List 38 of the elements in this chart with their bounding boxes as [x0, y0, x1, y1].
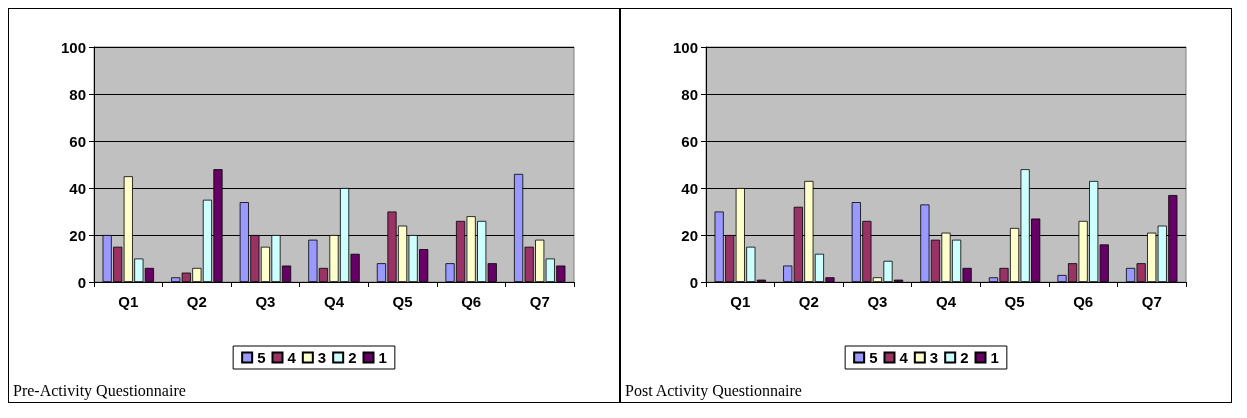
legend-label: 1 — [378, 349, 387, 366]
legend-label: 4 — [287, 349, 297, 366]
y-tick-label: 0 — [77, 273, 86, 291]
x-tick-label: Q7 — [1141, 293, 1162, 310]
y-tick-label: 40 — [69, 179, 86, 197]
y-tick-label: 80 — [681, 85, 698, 103]
legend-label: 3 — [317, 349, 327, 366]
x-tick-label: Q6 — [461, 293, 482, 310]
x-tick-label: Q4 — [935, 293, 957, 310]
y-tick-label: 20 — [69, 226, 86, 244]
legend-label: 2 — [960, 349, 969, 366]
x-tick-label: Q2 — [798, 293, 819, 310]
text: Post Activity Questionnaire — [625, 382, 802, 400]
y-tick-label: 20 — [681, 226, 698, 244]
x-tick-label: Q3 — [867, 293, 888, 310]
legend-label: 5 — [869, 349, 878, 366]
x-tick-label: Q1 — [118, 293, 139, 310]
x-tick-label: Q4 — [323, 293, 345, 310]
y-tick-label: 0 — [689, 273, 698, 291]
legend-label: 3 — [929, 349, 939, 366]
x-tick-label: Q5 — [392, 293, 413, 310]
legend-label: 4 — [899, 349, 909, 366]
y-tick-label: 40 — [681, 179, 698, 197]
x-tick-label: Q3 — [255, 293, 276, 310]
x-tick-label: Q6 — [1073, 293, 1094, 310]
legend-label: 5 — [257, 349, 266, 366]
legend-label: 2 — [348, 349, 357, 366]
text: Pre-Activity Questionnaire — [13, 382, 186, 400]
x-tick-label: Q5 — [1004, 293, 1025, 310]
y-tick-label: 100 — [672, 38, 698, 56]
y-tick-label: 60 — [69, 132, 86, 150]
x-tick-label: Q7 — [529, 293, 550, 310]
y-tick-label: 60 — [681, 132, 698, 150]
y-tick-label: 80 — [69, 85, 86, 103]
x-tick-label: Q1 — [730, 293, 751, 310]
legend-label: 1 — [990, 349, 999, 366]
y-tick-label: 100 — [60, 38, 86, 56]
x-tick-label: Q2 — [186, 293, 207, 310]
